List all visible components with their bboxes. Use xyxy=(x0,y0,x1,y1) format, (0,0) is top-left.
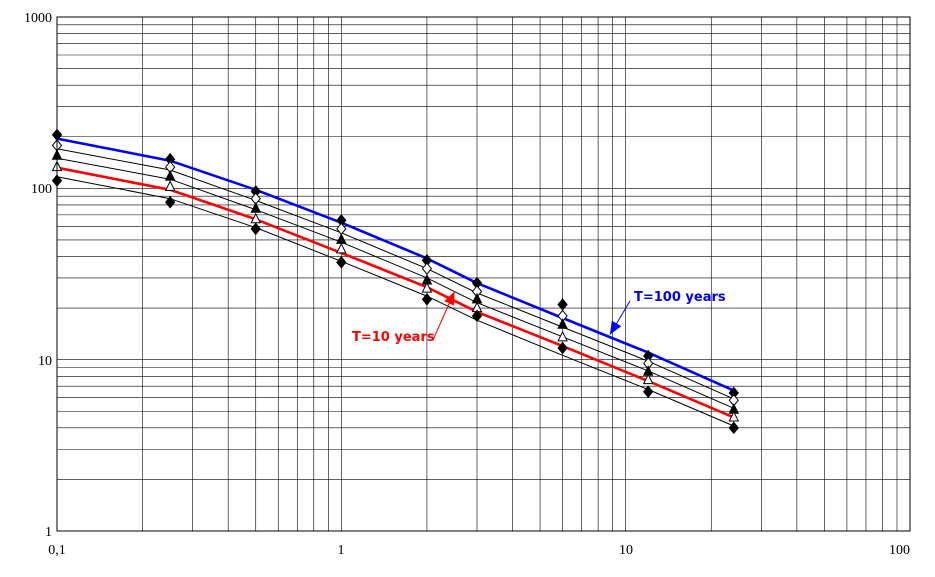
x-tick-label: 0,1 xyxy=(48,543,66,558)
data-point-triangle-open xyxy=(164,180,176,191)
annotation-t10: T=10 years xyxy=(352,330,435,345)
data-point-triangle-open xyxy=(728,410,740,422)
annotations: T=100 years T=10 years xyxy=(352,290,726,345)
data-point-diamond-filled xyxy=(250,222,261,236)
y-tick-label: 100 xyxy=(31,182,52,197)
plot-frame xyxy=(56,16,911,532)
data-point-triangle-filled xyxy=(250,202,262,213)
y-tick-label: 10 xyxy=(38,354,52,369)
data-point-triangle-filled xyxy=(164,170,176,181)
data-point-diamond-filled xyxy=(336,256,347,269)
data-point-triangle-open xyxy=(642,373,654,385)
annotation-t100: T=100 years xyxy=(634,290,726,305)
arrowhead-100 xyxy=(609,320,622,335)
data-point-triangle-open xyxy=(336,242,347,254)
x-tick-label: 1 xyxy=(338,543,345,558)
grid xyxy=(56,17,910,532)
x-tick-label: 100 xyxy=(889,543,910,558)
data-point-diamond-filled xyxy=(557,341,568,355)
data-point-diamond-filled xyxy=(471,309,483,323)
arrowhead-10 xyxy=(444,291,455,306)
data-point-diamond-filled xyxy=(643,385,654,399)
data-point-diamond-filled xyxy=(728,421,739,435)
data-point-triangle-open xyxy=(421,281,433,293)
x-tick-label: 10 xyxy=(619,543,633,558)
data-point-triangle-filled xyxy=(557,318,568,329)
plot-area xyxy=(57,17,910,531)
data-point-diamond-filled xyxy=(421,293,433,306)
markers xyxy=(51,128,740,435)
y-tick-label: 1 xyxy=(45,525,52,540)
data-point-triangle-open xyxy=(557,330,568,342)
y-tick-label: 1000 xyxy=(24,11,52,26)
data-point-diamond-filled xyxy=(165,195,176,209)
